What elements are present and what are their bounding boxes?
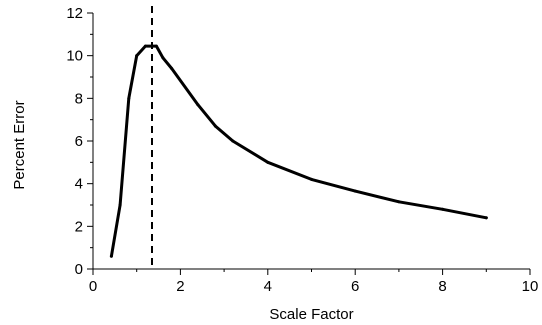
y-axis-title: Percent Error [11, 100, 28, 189]
series-line [109, 44, 488, 258]
data-point [135, 54, 139, 58]
data-point [397, 200, 401, 204]
x-tick-label: 8 [438, 278, 446, 295]
y-tick-label: 8 [75, 90, 83, 107]
data-point [353, 189, 357, 193]
data-point [196, 103, 200, 107]
data-point [310, 177, 313, 181]
data-point [484, 216, 488, 220]
x-tick-label: 4 [264, 278, 272, 295]
x-tick-label: 2 [176, 278, 184, 295]
x-tick-label: 6 [351, 278, 359, 295]
data-point [161, 56, 165, 60]
y-tick-label: 6 [75, 133, 83, 150]
x-ticks: 0 2 4 6 8 10 [89, 269, 539, 295]
data-points [109, 44, 488, 258]
x-tick-label: 0 [89, 278, 97, 295]
data-point [118, 203, 122, 207]
data-point [441, 207, 445, 211]
y-tick-label: 10 [66, 48, 83, 65]
data-point [266, 160, 270, 164]
data-point [154, 44, 158, 48]
data-point [143, 44, 147, 48]
data-point [109, 254, 113, 258]
data-point [213, 124, 217, 128]
data-point [170, 66, 174, 70]
data-point [231, 139, 235, 143]
y-tick-label: 4 [75, 176, 83, 193]
x-tick-label: 10 [522, 278, 539, 295]
data-point [127, 96, 131, 100]
y-tick-label: 0 [75, 261, 83, 278]
y-tick-label: 12 [66, 5, 83, 22]
y-ticks: 0 2 4 6 8 10 12 [66, 5, 93, 278]
y-tick-label: 2 [75, 218, 83, 235]
x-axis-title: Scale Factor [269, 306, 353, 323]
